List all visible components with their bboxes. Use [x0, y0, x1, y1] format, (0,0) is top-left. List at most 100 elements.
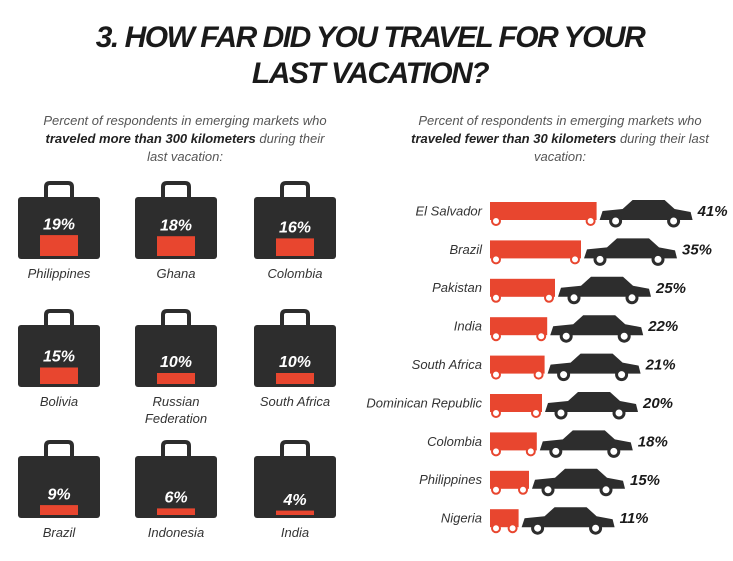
category-label: Russian Federation — [144, 394, 208, 426]
suitcase-handle — [161, 181, 191, 197]
bar — [276, 373, 314, 384]
category-label-box: Colombia — [267, 266, 323, 281]
category-label: Bolivia — [39, 394, 79, 409]
value-label: 11% — [620, 510, 649, 527]
trailer-wheel — [491, 331, 501, 342]
suitcase-handle — [44, 181, 74, 197]
trailer-wheel — [491, 369, 501, 380]
car-wheel — [593, 252, 607, 266]
car-wheel — [651, 252, 665, 266]
title-box: 3. HOW FAR DID YOU TRAVEL FOR YOUR LAST … — [96, 21, 646, 90]
category-label: Ghana — [156, 266, 196, 281]
category-label-box: Brazil — [43, 525, 76, 540]
value-label: 6% — [164, 490, 187, 507]
category-label-box: South Africa — [259, 394, 331, 409]
bar — [157, 236, 195, 256]
category-label: Colombia — [427, 434, 482, 449]
trailer-wheel — [533, 369, 544, 380]
trailer-wheel — [525, 446, 536, 457]
suitcase — [18, 456, 100, 518]
bar — [490, 509, 519, 528]
category-label-box: Russian Federation — [144, 394, 208, 426]
category-label: Dominican Republic — [366, 395, 482, 410]
bar — [157, 373, 195, 384]
subtitle-box: Percent of respondents in emerging marke… — [400, 112, 720, 166]
category-label: El Salvador — [416, 203, 483, 218]
category-label: India — [454, 319, 482, 334]
category-label-box: Indonesia — [147, 525, 205, 540]
trailer-wheel — [491, 484, 501, 495]
subtitle-part: Percent of respondents in emerging marke… — [418, 113, 702, 128]
category-label: Colombia — [267, 266, 323, 281]
suitcase — [135, 325, 217, 387]
car — [532, 468, 625, 489]
trailer-wheel — [491, 408, 501, 418]
value-label: 9% — [47, 486, 70, 503]
value-label: 25% — [655, 280, 686, 297]
bar — [490, 432, 537, 451]
suitcase — [135, 197, 217, 259]
category-label-box: India — [281, 525, 309, 540]
category-label: Indonesia — [147, 525, 205, 540]
value-label: 22% — [647, 318, 678, 335]
subtitle-part: during their last vacation: — [533, 131, 709, 164]
subtitle-part: traveled fewer than 30 kilometers — [411, 131, 617, 146]
category-label-box: Bolivia — [39, 394, 79, 409]
car — [545, 392, 638, 412]
car-wheel — [625, 291, 639, 305]
bar — [490, 278, 555, 297]
car — [584, 238, 677, 259]
car-wheel — [554, 406, 568, 420]
bar — [40, 367, 78, 384]
subtitle: Percent of respondents in emerging marke… — [400, 112, 720, 166]
value-label: 41% — [697, 203, 728, 220]
subtitle-box: Percent of respondents in emerging marke… — [43, 113, 327, 164]
suitcase-handle — [161, 309, 191, 325]
suitcase-handle — [280, 181, 310, 197]
suitcase-handle — [161, 440, 191, 456]
value-label: 4% — [282, 492, 306, 509]
trailer-wheel — [585, 216, 596, 226]
car-wheel — [541, 483, 555, 497]
suitcase — [254, 325, 336, 387]
car — [550, 315, 644, 336]
car-wheel — [667, 214, 681, 228]
value-label: 19% — [43, 216, 75, 233]
car-wheel — [531, 521, 545, 535]
value-label: 20% — [642, 395, 673, 412]
trailer-wheel — [507, 523, 518, 534]
subtitle-part: Percent of respondents in emerging marke… — [43, 113, 327, 128]
subtitle-part: traveled more than 300 kilometers — [45, 131, 256, 146]
value-label: 18% — [160, 217, 192, 234]
trailer-wheel — [531, 408, 541, 418]
trailer-wheel — [491, 292, 501, 303]
category-label: Pakistan — [432, 280, 482, 295]
car-wheel — [549, 444, 563, 458]
category-label: South Africa — [259, 394, 331, 409]
car — [547, 353, 641, 374]
car-wheel — [599, 483, 613, 497]
trailer-wheel — [518, 484, 528, 495]
bar — [490, 470, 529, 489]
value-label: 16% — [279, 220, 311, 237]
value-label: 15% — [43, 349, 75, 366]
bar — [157, 508, 195, 515]
suitcase-handle — [44, 440, 74, 456]
car-wheel — [612, 406, 626, 420]
suitcase-handle — [280, 309, 310, 325]
suitcase — [135, 456, 217, 518]
value-label: 21% — [645, 357, 676, 374]
trailer-wheel — [491, 216, 501, 226]
trailer-wheel — [544, 292, 554, 303]
bar — [490, 202, 597, 220]
category-label: Philippines — [27, 266, 91, 281]
suitcase — [254, 197, 336, 259]
trailer-wheel — [570, 254, 580, 265]
car-wheel — [589, 521, 603, 535]
bar — [276, 238, 314, 256]
suitcase-handle — [44, 309, 74, 325]
bar — [40, 235, 78, 256]
car — [599, 200, 693, 220]
value-label: 18% — [638, 433, 668, 450]
suitcase — [254, 456, 336, 518]
